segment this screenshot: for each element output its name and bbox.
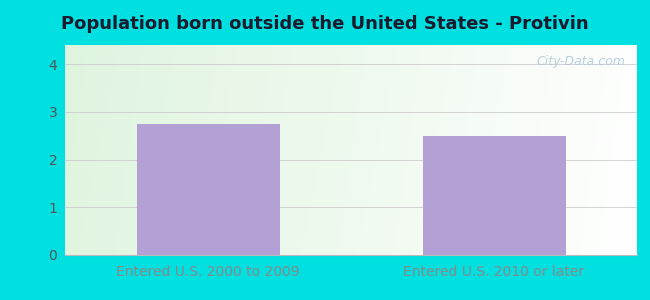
Bar [422,136,566,255]
Text: Population born outside the United States - Protivin: Population born outside the United State… [61,15,589,33]
Bar [136,124,280,255]
Text: City-Data.com: City-Data.com [537,56,625,68]
